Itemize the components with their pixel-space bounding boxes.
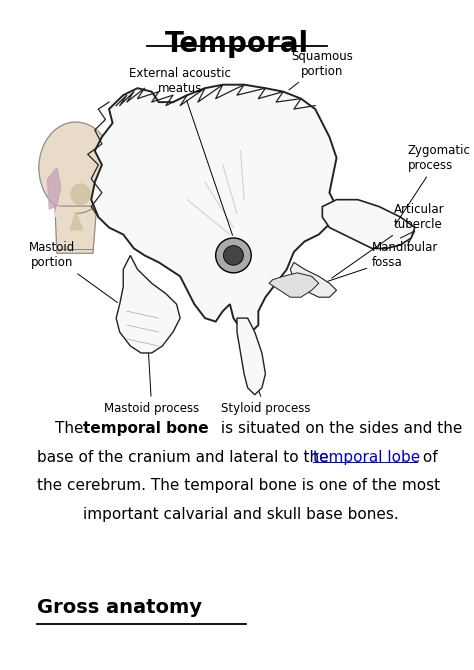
Text: temporal bone: temporal bone bbox=[83, 421, 209, 436]
Text: important calvarial and skull base bones.: important calvarial and skull base bones… bbox=[83, 507, 399, 522]
Text: Gross anatomy: Gross anatomy bbox=[37, 598, 202, 616]
Text: Temporal: Temporal bbox=[165, 30, 309, 58]
Text: Zygomatic
process: Zygomatic process bbox=[395, 144, 471, 225]
Circle shape bbox=[216, 238, 251, 273]
Text: Mastoid process: Mastoid process bbox=[104, 349, 199, 415]
Polygon shape bbox=[70, 212, 82, 230]
Text: The: The bbox=[55, 421, 88, 436]
Polygon shape bbox=[55, 206, 85, 224]
Polygon shape bbox=[269, 273, 319, 297]
Text: is situated on the sides and the: is situated on the sides and the bbox=[216, 421, 462, 436]
Text: Articular
tubercle: Articular tubercle bbox=[332, 203, 444, 278]
Polygon shape bbox=[55, 206, 97, 253]
Polygon shape bbox=[91, 84, 337, 332]
Circle shape bbox=[224, 246, 244, 265]
Polygon shape bbox=[47, 168, 61, 209]
Ellipse shape bbox=[39, 122, 113, 214]
Polygon shape bbox=[237, 318, 265, 395]
Ellipse shape bbox=[71, 184, 90, 204]
Polygon shape bbox=[116, 255, 180, 353]
Text: External acoustic
meatus: External acoustic meatus bbox=[129, 67, 233, 235]
Text: temporal lobe: temporal lobe bbox=[313, 450, 420, 464]
Text: Mandibular
fossa: Mandibular fossa bbox=[304, 241, 438, 289]
Polygon shape bbox=[322, 200, 415, 249]
Text: Styloid process: Styloid process bbox=[221, 383, 310, 415]
Polygon shape bbox=[290, 263, 337, 297]
Text: of: of bbox=[418, 450, 438, 464]
Text: Mastoid
portion: Mastoid portion bbox=[29, 241, 118, 303]
Text: Squamous
portion: Squamous portion bbox=[289, 50, 353, 90]
Text: base of the cranium and lateral to the: base of the cranium and lateral to the bbox=[37, 450, 334, 464]
Text: the cerebrum. The temporal bone is one of the most: the cerebrum. The temporal bone is one o… bbox=[37, 478, 440, 493]
